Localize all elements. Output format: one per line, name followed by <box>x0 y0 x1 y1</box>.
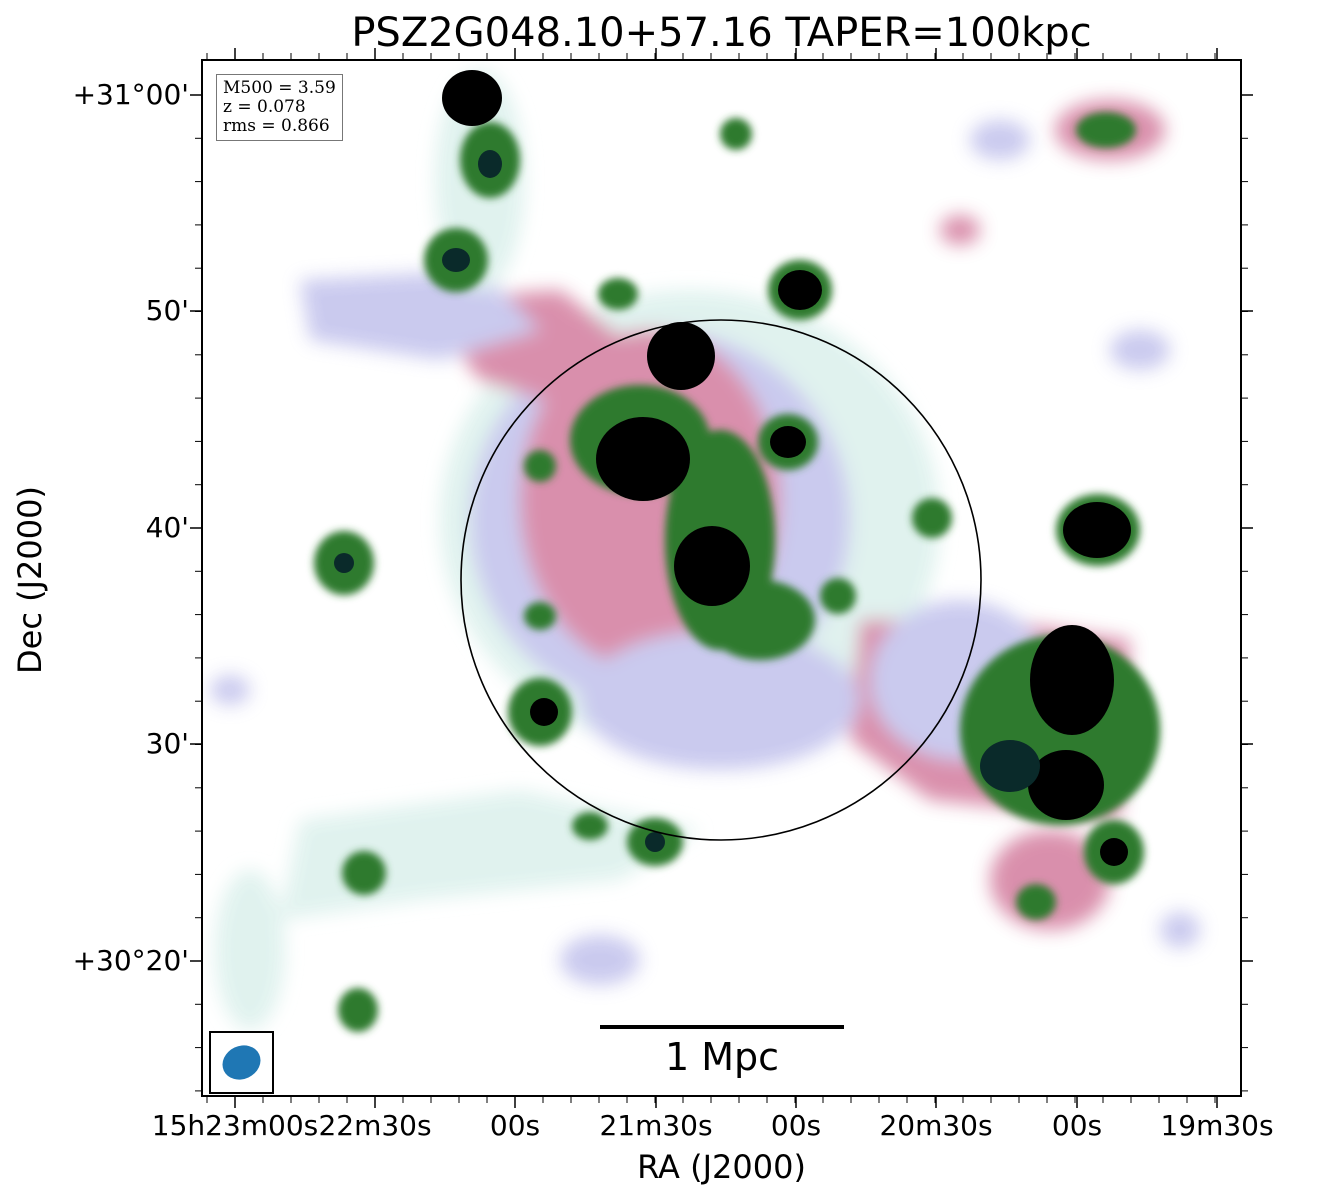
x-tick-label: 19m30s <box>1160 1109 1274 1142</box>
beam-box <box>209 1031 274 1094</box>
x-tick-label: 00s <box>770 1109 822 1142</box>
cluster-info-box: M500 = 3.59 z = 0.078 rms = 0.866 <box>216 74 343 141</box>
beam-ellipse <box>216 1039 267 1086</box>
m500-value: M500 = 3.59 <box>223 78 336 98</box>
x-tick-label: 00s <box>1051 1109 1103 1142</box>
x-tick-label: 21m30s <box>599 1109 713 1142</box>
x-tick-label: 20m30s <box>879 1109 993 1142</box>
bright-sources <box>334 70 1131 866</box>
plot-frame <box>201 59 1242 1097</box>
y-axis-label: Dec (J2000) <box>11 486 49 674</box>
y-tick-label: +31°00' <box>72 78 189 111</box>
x-tick-label: 22m30s <box>318 1109 432 1142</box>
x-tick-label: 15h23m00s <box>151 1109 319 1142</box>
rms-value: rms = 0.866 <box>223 116 330 136</box>
r500-circle <box>460 319 982 841</box>
minor-ticks <box>195 53 1248 1103</box>
y-tick-label: +30°20' <box>72 944 189 977</box>
x-tick-label: 00s <box>489 1109 541 1142</box>
redshift-value: z = 0.078 <box>223 97 306 117</box>
plot-title: PSZ2G048.10+57.16 TAPER=100kpc <box>351 10 1092 56</box>
x-axis-label: RA (J2000) <box>637 1148 806 1186</box>
y-tick-label: 40' <box>145 511 189 544</box>
scale-bar-label: 1 Mpc <box>664 1035 780 1079</box>
y-tick-label: 30' <box>145 727 189 760</box>
y-tick-label: 50' <box>145 294 189 327</box>
emission-image <box>202 60 1241 1096</box>
